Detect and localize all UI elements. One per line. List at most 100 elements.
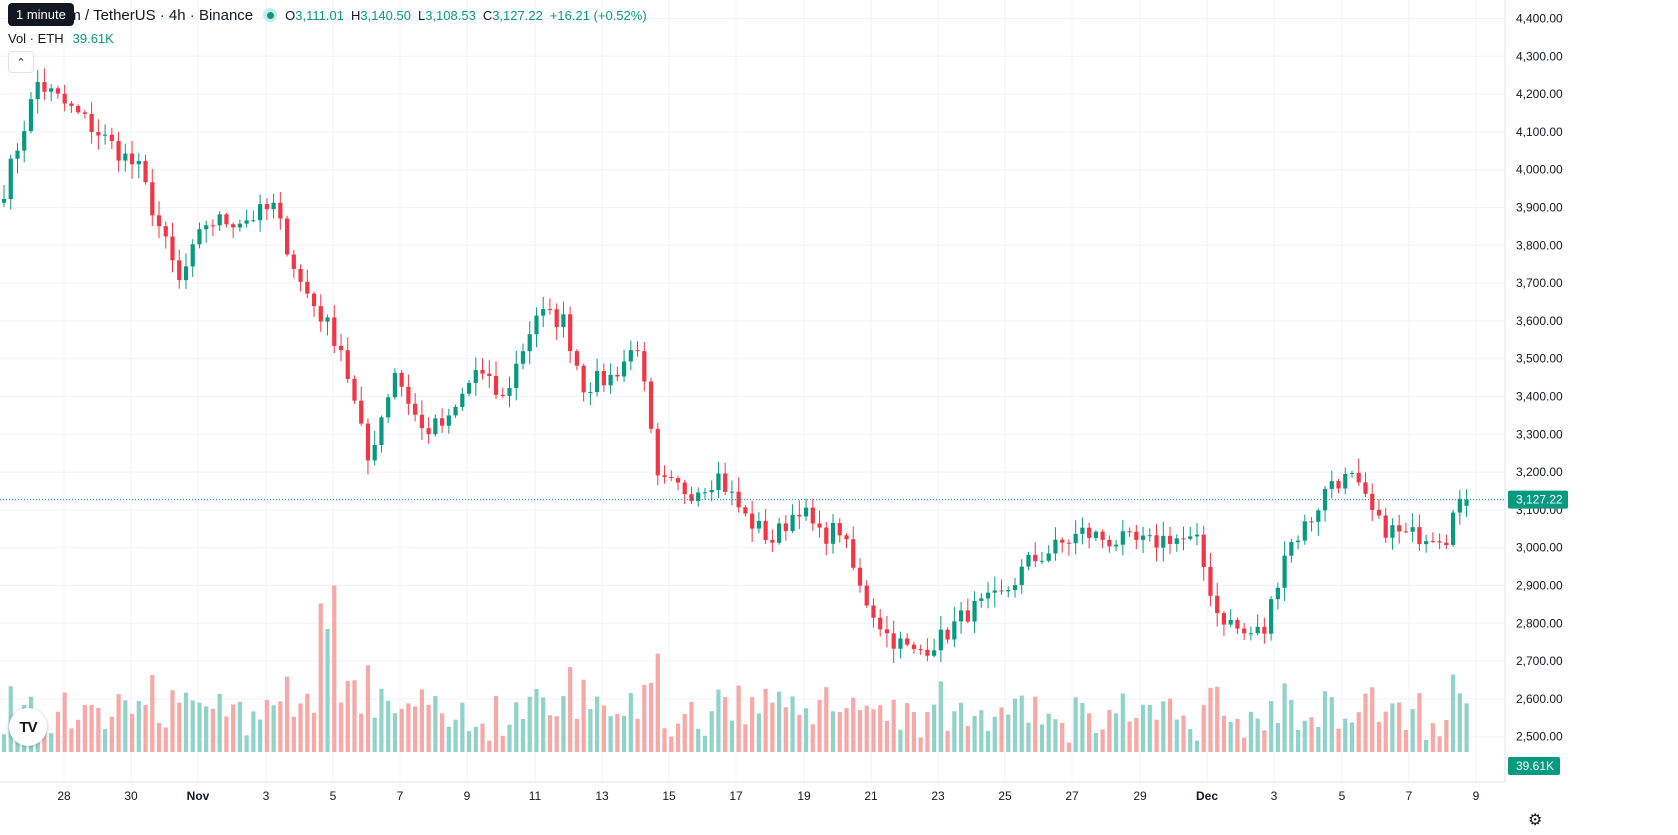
candle-body bbox=[386, 397, 391, 418]
candle-body bbox=[359, 400, 364, 424]
last-price-label: 3,127.22 bbox=[1516, 493, 1563, 507]
volume-bar bbox=[1329, 697, 1334, 752]
volume-bar bbox=[1356, 712, 1361, 752]
candle-body bbox=[338, 345, 344, 351]
candle-body bbox=[1161, 535, 1166, 548]
volume-bar bbox=[278, 701, 283, 752]
candle-body bbox=[1147, 535, 1152, 537]
candle-body bbox=[669, 476, 674, 478]
volume-bar bbox=[1383, 711, 1388, 752]
candle-body bbox=[1343, 473, 1348, 489]
volume-legend[interactable]: Vol · ETH 39.61K bbox=[8, 31, 114, 46]
volume-bar bbox=[76, 719, 81, 752]
settings-gear-icon[interactable]: ⚙ bbox=[1528, 812, 1543, 829]
chevron-up-icon: ⌃ bbox=[16, 56, 26, 69]
candle-body bbox=[905, 638, 910, 645]
volume-bar bbox=[237, 701, 242, 752]
open-label: O bbox=[285, 7, 296, 23]
y-tick-label: 3,900.00 bbox=[1516, 201, 1563, 215]
candle-body bbox=[1134, 531, 1139, 540]
candle-body bbox=[992, 590, 997, 593]
volume-bar bbox=[547, 715, 553, 752]
volume-bar bbox=[1343, 718, 1348, 752]
volume-bar bbox=[952, 711, 957, 752]
candle-body bbox=[514, 363, 519, 389]
candle-body bbox=[123, 153, 128, 161]
volume-bar bbox=[1282, 683, 1287, 752]
candle-body bbox=[1208, 566, 1213, 596]
volume-bar bbox=[844, 708, 849, 752]
volume-bar bbox=[42, 727, 47, 752]
symbol-title[interactable]: um / TetherUS · 4h · Binance bbox=[60, 6, 254, 24]
candle-body bbox=[392, 372, 398, 398]
volume-bar bbox=[49, 733, 54, 752]
volume-bar bbox=[1403, 729, 1409, 752]
candle-body bbox=[938, 629, 943, 651]
candle-body bbox=[103, 134, 108, 136]
market-status-icon[interactable] bbox=[263, 8, 278, 22]
volume-bar bbox=[777, 691, 782, 752]
candle-body bbox=[520, 351, 526, 364]
candle-body bbox=[723, 473, 728, 492]
volume-bar bbox=[1006, 714, 1011, 752]
last-price-badge bbox=[1508, 490, 1568, 509]
volume-bar bbox=[136, 701, 141, 752]
volume-bar bbox=[1134, 718, 1139, 752]
volume-bar bbox=[938, 681, 943, 752]
volume-bar bbox=[675, 723, 681, 752]
volume-bar bbox=[655, 653, 660, 752]
candle-body bbox=[1120, 531, 1125, 545]
volume-bar bbox=[440, 713, 445, 752]
y-tick-label: 4,400.00 bbox=[1516, 12, 1563, 26]
y-tick-label: 3,700.00 bbox=[1516, 276, 1563, 290]
candle-body bbox=[1322, 488, 1328, 511]
volume-bar bbox=[1140, 704, 1146, 752]
candle-body bbox=[365, 423, 371, 461]
candle-body bbox=[298, 268, 303, 282]
volume-bar bbox=[1444, 719, 1449, 752]
x-tick-label: 19 bbox=[797, 789, 811, 803]
candle-body bbox=[460, 393, 465, 407]
candle-body bbox=[750, 513, 755, 529]
volume-bar bbox=[864, 705, 869, 752]
candle-body bbox=[1464, 499, 1469, 506]
candle-body bbox=[1403, 531, 1409, 533]
candle-body bbox=[864, 585, 869, 606]
candle-body bbox=[1417, 527, 1422, 545]
y-tick-label: 3,600.00 bbox=[1516, 314, 1563, 328]
candle-body bbox=[1114, 544, 1119, 547]
volume-bar bbox=[318, 603, 323, 752]
candle-body bbox=[1012, 585, 1018, 591]
volume-value: 39.61K bbox=[72, 31, 114, 46]
volume-bar bbox=[1053, 719, 1058, 752]
volume-bar bbox=[810, 724, 815, 752]
volume-bar bbox=[898, 729, 903, 752]
candle-body bbox=[1174, 538, 1179, 544]
volume-bar bbox=[1093, 733, 1098, 752]
candle-body bbox=[487, 373, 492, 377]
candle-body bbox=[561, 314, 566, 328]
candle-body bbox=[1430, 541, 1435, 543]
candle-body bbox=[55, 88, 61, 94]
x-tick-label: 29 bbox=[1133, 789, 1147, 803]
tradingview-logo[interactable]: TV bbox=[9, 708, 47, 746]
candle-body bbox=[1194, 534, 1200, 537]
low-label: L bbox=[417, 7, 426, 23]
candle-body bbox=[244, 220, 249, 224]
volume-bar bbox=[514, 702, 519, 752]
close-value: 3,127.22 bbox=[492, 7, 543, 23]
volume-bar bbox=[487, 740, 492, 752]
candle-body bbox=[595, 371, 600, 393]
volume-bar bbox=[911, 712, 916, 752]
candle-body bbox=[352, 378, 357, 401]
collapse-legend-button[interactable]: ⌃ bbox=[8, 51, 34, 73]
volume-bar bbox=[1289, 699, 1294, 752]
candle-body bbox=[493, 376, 499, 395]
volume-bar bbox=[830, 711, 836, 752]
candle-body bbox=[824, 527, 829, 544]
volume-bar bbox=[311, 712, 317, 752]
volume-bar bbox=[386, 700, 391, 752]
volume-bar bbox=[743, 724, 748, 752]
volume-bar bbox=[325, 628, 330, 752]
